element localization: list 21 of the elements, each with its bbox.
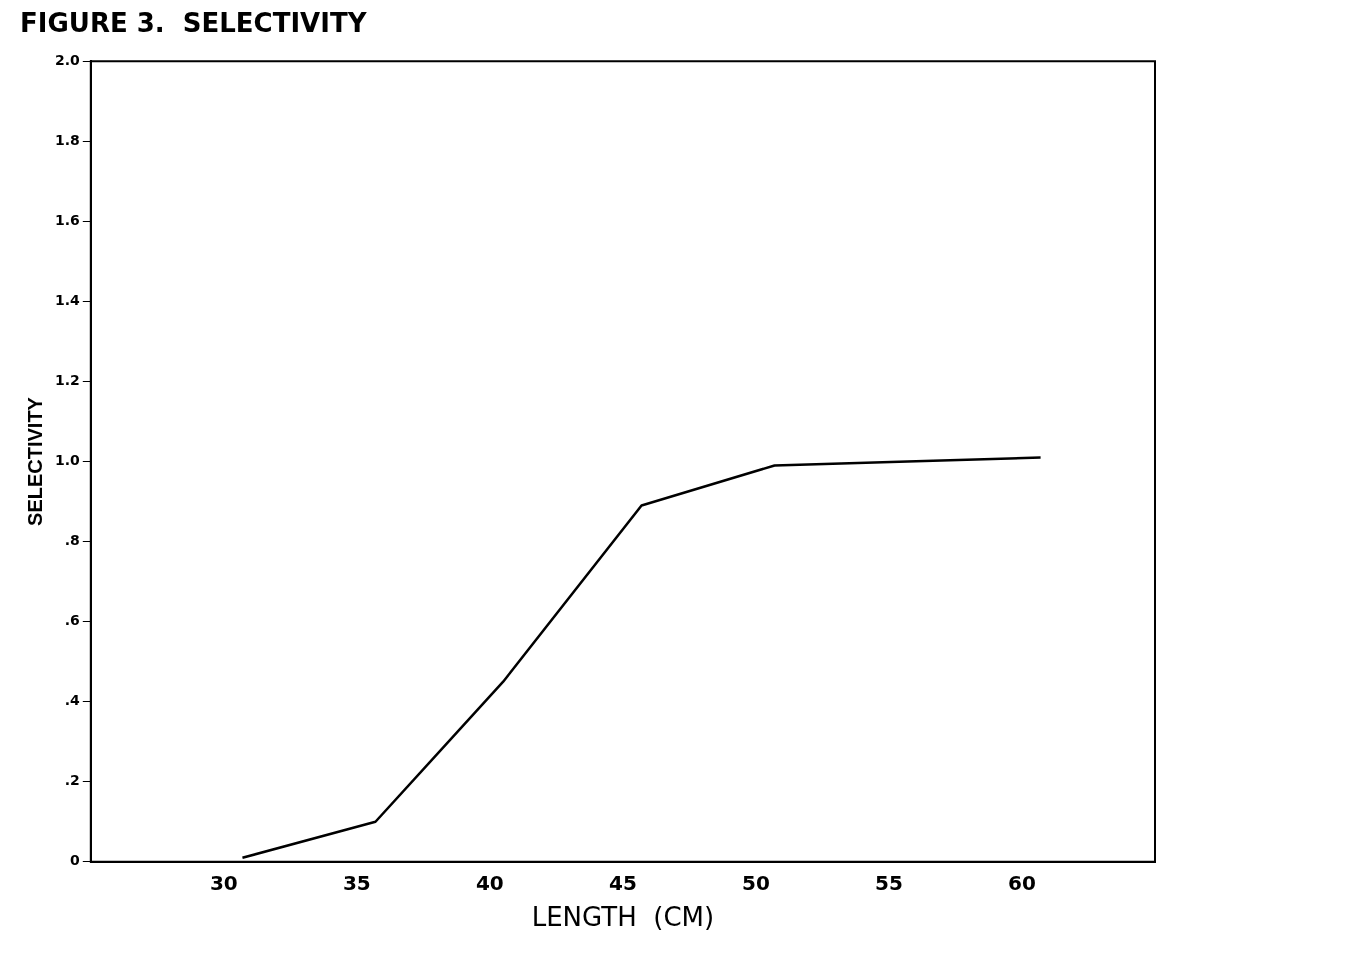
y-tick-label: .8 (64, 532, 80, 549)
y-tick-label: 1.2 (54, 372, 80, 389)
x-tick-label: 55 (875, 871, 903, 895)
chart-title: FIGURE 3. SELECTIVITY (20, 8, 368, 39)
y-axis-title: SELECTIVITY (23, 396, 46, 526)
y-tick-label: 1.0 (54, 452, 81, 469)
y-tick-label: .6 (64, 612, 80, 629)
x-axis-title: LENGTH (CM) (531, 902, 715, 933)
y-tick-label: .4 (64, 692, 81, 709)
y-tick-label: 1.4 (54, 292, 81, 309)
x-tick-label: 50 (742, 871, 770, 895)
y-tick-label: .2 (64, 772, 80, 789)
y-tick-label: 1.6 (54, 211, 80, 228)
x-tick-label: 30 (209, 871, 238, 895)
x-tick-label: 35 (342, 871, 371, 895)
x-tick-label: 60 (1008, 871, 1036, 895)
y-tick-label: 2.0 (54, 51, 81, 68)
y-tick-label: 1.8 (54, 131, 80, 148)
y-tick-label: 0 (70, 852, 81, 869)
x-tick-label: 40 (475, 871, 504, 895)
x-tick-label: 45 (608, 871, 637, 895)
